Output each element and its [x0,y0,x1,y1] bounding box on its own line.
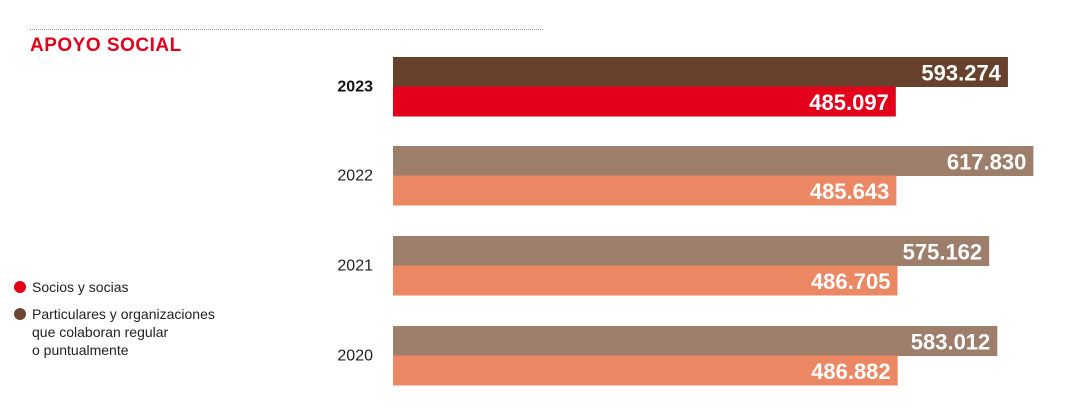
chart-title: APOYO SOCIAL [30,35,182,56]
year-label-2021: 2021 [337,258,373,275]
legend-swatch-socios [14,281,26,293]
bar-2022-particulares [393,146,1034,176]
year-label-2023: 2023 [337,79,373,96]
bar-2020-particulares [393,326,998,356]
legend-label-particulares: Particulares y organizaciones que colabo… [32,306,215,358]
year-label-2022: 2022 [337,168,373,185]
title-divider [30,29,543,30]
bar-2021-socios [393,265,898,296]
value-label-2020-socios: 486.882 [811,359,891,384]
bar-2021-particulares [393,236,990,266]
bar-2023-particulares [393,57,1008,87]
bar-2020-socios [393,355,898,386]
value-label-2023-socios: 485.097 [809,90,889,115]
legend-item-socios: Socios y socias [14,278,254,296]
value-label-2023-particulares: 593.274 [921,61,1001,86]
value-label-2022-socios: 485.643 [810,179,890,204]
value-label-2022-particulares: 617.830 [947,150,1027,175]
bar-2022-socios [393,175,897,206]
year-label-2020: 2020 [337,348,373,365]
legend: Socios y socias Particulares y organizac… [14,278,254,368]
value-label-2020-particulares: 583.012 [911,330,991,355]
value-label-2021-particulares: 575.162 [903,240,983,265]
bar-2023-socios [393,86,896,117]
value-label-2021-socios: 486.705 [811,269,891,294]
legend-item-particulares: Particulares y organizaciones que colabo… [14,305,254,359]
legend-label-socios: Socios y socias [32,279,129,295]
legend-swatch-particulares [14,308,26,320]
